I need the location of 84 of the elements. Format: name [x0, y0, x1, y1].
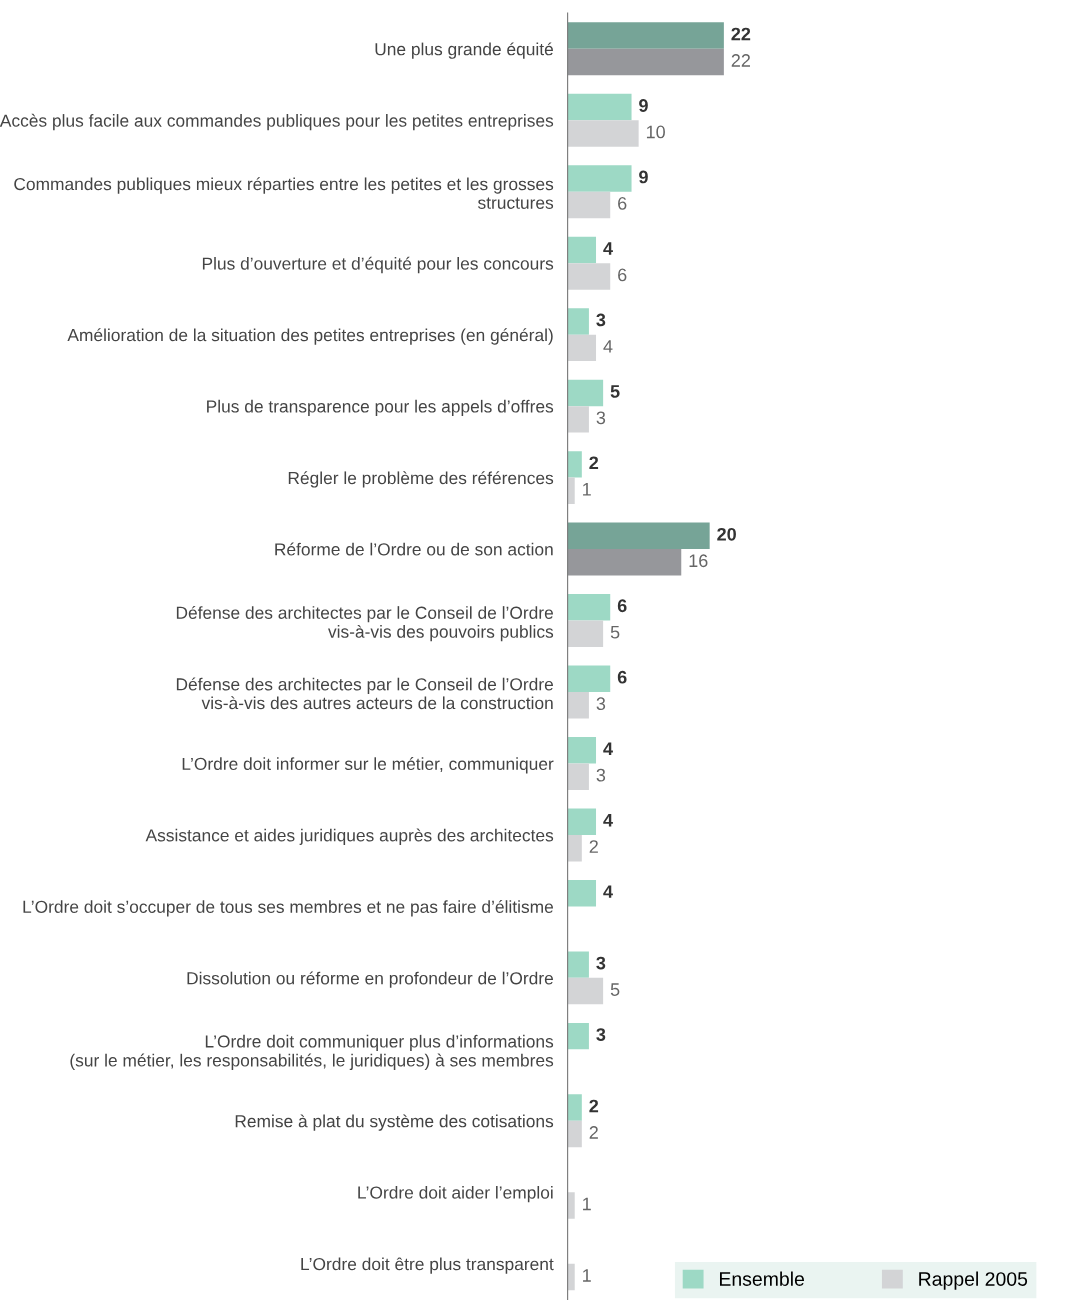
- legend-label: Ensemble: [720, 1271, 805, 1286]
- data-label: 2: [589, 1099, 599, 1113]
- y-tick-label: Une plus grande équité: [375, 42, 553, 59]
- bar: [567, 263, 611, 290]
- y-tick-label: Réforme de l’Ordre ou de son action: [275, 542, 553, 556]
- data-label: 2: [589, 1126, 598, 1139]
- bar: [567, 1263, 575, 1291]
- bar: [567, 120, 639, 147]
- bar: [567, 48, 724, 76]
- bar: [567, 763, 589, 790]
- bar: [567, 594, 611, 621]
- bar: [567, 191, 611, 219]
- bar: [567, 1094, 582, 1121]
- bar: [567, 406, 589, 433]
- data-label: 3: [596, 956, 606, 970]
- data-label: 9: [639, 170, 648, 184]
- data-label: 6: [617, 670, 627, 684]
- bar: [567, 1120, 582, 1148]
- data-label: 4: [603, 340, 613, 353]
- bar: [567, 808, 597, 835]
- bar: [567, 977, 604, 1005]
- y-tick-label: L’Ordre doit aider l’emploi: [358, 1185, 553, 1203]
- y-tick-label: Commandes publiques mieux réparties entre les petites et les grosses structures: [14, 177, 554, 209]
- data-label: 1: [583, 1269, 591, 1282]
- bar: [567, 451, 582, 478]
- data-label: 3: [596, 411, 606, 425]
- y-tick-label: Assistance et aides juridiques auprès des architectes: [145, 828, 554, 845]
- bar: [567, 93, 632, 121]
- bar: [567, 165, 632, 192]
- bar: [567, 549, 682, 576]
- legend-label: Rappel 2005: [919, 1271, 1028, 1290]
- y-tick-label: Défense des architectes par le Conseil de l’Ordre vis-à-vis des autres acteurs de la construction: [176, 677, 553, 710]
- data-label: 2: [589, 456, 599, 470]
- y-tick-label: L’Ordre doit s’occuper de tous ses membres et ne pas faire d’élitisme: [23, 900, 553, 917]
- data-label: 22: [731, 27, 751, 41]
- bar: [567, 236, 597, 264]
- bar: [567, 334, 597, 362]
- bar: [567, 620, 604, 647]
- y-tick-label: Dissolution ou réforme en profondeur de l’Ordre: [187, 971, 553, 988]
- data-label: 5: [610, 385, 620, 398]
- y-tick-label: Amélioration de la situation des petites entreprises (en général): [67, 328, 553, 345]
- data-label: 2: [589, 840, 598, 853]
- data-label: 3: [596, 768, 606, 782]
- bar: [567, 477, 575, 505]
- data-label: 1: [583, 1197, 591, 1211]
- data-label: 4: [603, 242, 613, 255]
- bar: [567, 737, 597, 764]
- bar: [567, 522, 710, 550]
- bar: [567, 1192, 575, 1219]
- y-tick-label: L’Ordre doit être plus transparent: [301, 1257, 554, 1274]
- bar: [567, 692, 589, 719]
- data-label: 6: [617, 599, 627, 613]
- data-label: 4: [603, 813, 613, 827]
- y-tick-label: L’Ordre doit informer sur le métier, communiquer: [182, 757, 554, 774]
- bar: [567, 308, 589, 335]
- bar: [567, 879, 597, 907]
- y-tick-label: Accès plus facile aux commandes publiques pour les petites entreprises: [0, 113, 554, 131]
- data-label: 4: [603, 742, 613, 755]
- data-label: 6: [618, 268, 627, 282]
- y-tick-label: Défense des architectes par le Conseil de l’Ordre vis-à-vis des pouvoirs publics: [176, 605, 554, 642]
- bar: [567, 834, 582, 862]
- y-tick-label: Remise à plat du système des cotisations: [235, 1114, 554, 1131]
- data-label: 16: [689, 554, 708, 568]
- bar: [567, 1022, 589, 1050]
- data-label: 3: [596, 313, 606, 327]
- data-label: 9: [639, 99, 648, 112]
- data-label: 10: [646, 125, 665, 139]
- y-tick-label: Plus d’ouverture et d’équité pour les concours: [202, 256, 554, 274]
- data-label: 5: [610, 626, 620, 639]
- data-label: 3: [596, 1028, 606, 1041]
- data-label: 20: [717, 527, 736, 541]
- bar: [567, 665, 611, 692]
- data-label: 1: [583, 483, 591, 496]
- y-tick-label: Régler le problème des références: [288, 471, 554, 488]
- bar: [567, 22, 724, 49]
- bar: [567, 379, 604, 407]
- y-tick-label: Plus de transparence pour les appels d’offres: [207, 399, 554, 417]
- bar: [567, 951, 589, 978]
- data-label: 4: [603, 885, 613, 898]
- y-tick-label: L’Ordre doit communiquer plus d’informations (sur le métier, les responsabilités, le juridiques) à ses membres: [70, 1034, 554, 1070]
- data-label: 22: [731, 54, 750, 67]
- data-label: 5: [610, 983, 620, 996]
- data-label: 6: [618, 197, 627, 210]
- data-label: 3: [596, 697, 606, 711]
